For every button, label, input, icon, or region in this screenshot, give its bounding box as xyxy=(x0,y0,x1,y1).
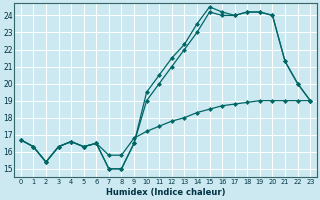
X-axis label: Humidex (Indice chaleur): Humidex (Indice chaleur) xyxy=(106,188,225,197)
